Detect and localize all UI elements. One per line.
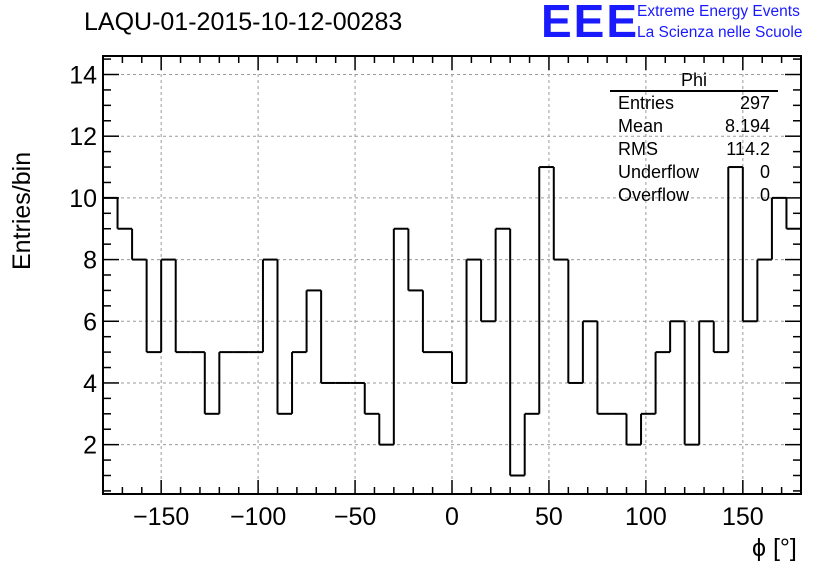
y-tick-label: 4: [83, 370, 97, 398]
stats-value: 8.194: [724, 116, 770, 136]
x-tick-label: 100: [625, 503, 667, 531]
stats-key: Underflow: [618, 162, 700, 182]
y-tick-label: 14: [69, 62, 97, 90]
stats-row-rms: RMS 114.2: [610, 138, 778, 161]
x-tick-label: 50: [535, 503, 563, 531]
plot-frame: [102, 55, 802, 495]
run-title: LAQU-01-2015-10-12-00283: [84, 8, 403, 36]
stats-row-mean: Mean 8.194: [610, 115, 778, 138]
x-tick-label: 150: [722, 503, 764, 531]
stats-value: 0: [759, 162, 770, 182]
stats-row-underflow: Underflow 0: [610, 161, 778, 184]
logo-line-2: La Scienza nelle Scuole: [637, 24, 803, 41]
stats-value: 297: [739, 93, 770, 113]
x-tick-label: 0: [445, 503, 459, 531]
stats-key: Overflow: [618, 185, 690, 205]
stats-key: RMS: [618, 139, 658, 159]
y-tick-label: 10: [69, 185, 97, 213]
y-tick-label: 12: [69, 123, 97, 151]
logo-mark: EEE: [541, 0, 640, 47]
y-tick-label: 8: [83, 247, 97, 275]
y-axis-label: Entries/bin: [8, 151, 36, 270]
x-tick-label: −50: [334, 503, 376, 531]
stats-row-entries: Entries 297: [610, 92, 778, 115]
eee-logo: EEE Extreme Energy Events La Scienza nel…: [541, 0, 836, 48]
stats-box: Phi Entries 297 Mean 8.194 RMS 114.2 Und…: [610, 70, 778, 207]
stats-name: Phi: [610, 70, 778, 92]
stats-key: Mean: [618, 116, 664, 136]
y-tick-label: 6: [83, 308, 97, 336]
stats-value: 114.2: [726, 139, 770, 159]
stats-value: 0: [759, 185, 770, 205]
logo-line-1: Extreme Energy Events: [637, 3, 800, 20]
stats-row-overflow: Overflow 0: [610, 184, 778, 207]
stats-key: Entries: [618, 93, 675, 113]
x-tick-label: −150: [133, 503, 189, 531]
y-tick-label: 2: [83, 432, 97, 460]
x-tick-label: −100: [230, 503, 286, 531]
x-axis-label: ϕ [°]: [752, 534, 797, 562]
